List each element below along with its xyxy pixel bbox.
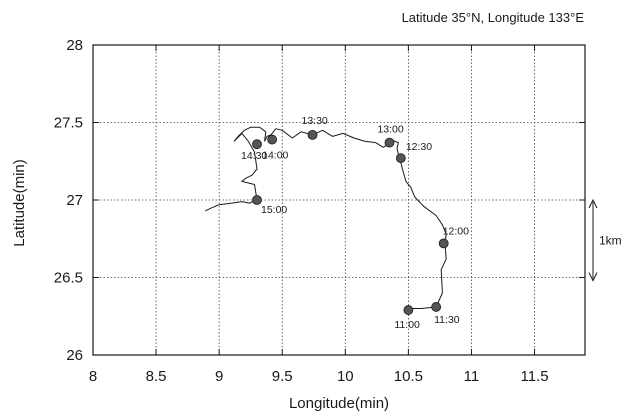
time-label: 13:00 <box>377 124 403 136</box>
time-marker <box>252 195 262 205</box>
time-label: 14:00 <box>262 150 288 162</box>
plot-frame <box>92 44 586 356</box>
time-marker <box>252 139 262 150</box>
x-tick-label: 8 <box>89 368 97 385</box>
y-axis-label: Latitude(min) <box>11 159 28 247</box>
time-label: 12:00 <box>443 225 469 237</box>
time-marker <box>395 153 406 164</box>
track-line <box>205 126 447 312</box>
x-tick-label: 9.5 <box>272 368 293 385</box>
y-tick-label: 26.5 <box>54 270 83 287</box>
y-tick-label: 28 <box>66 37 83 54</box>
x-axis-label: Longitude(min) <box>289 395 389 412</box>
time-marker <box>403 305 414 315</box>
scale-bar-arrow-down <box>588 272 598 282</box>
time-label: 12:30 <box>406 141 432 153</box>
time-label: 13:30 <box>302 115 328 127</box>
grid <box>92 44 585 356</box>
x-tick-label: 9 <box>215 368 223 385</box>
time-marker <box>384 137 395 148</box>
time-marker <box>307 129 318 140</box>
scale-bar: 1km <box>588 198 622 282</box>
x-tick-labels: 8 8.5 9 9.5 10 10.5 11 11.5 <box>89 368 549 385</box>
time-marker <box>431 302 442 312</box>
scale-bar-arrow-up <box>588 198 598 209</box>
time-label: 11:30 <box>434 314 460 326</box>
y-tick-label: 26 <box>66 347 83 364</box>
x-tick-label: 11.5 <box>520 368 548 385</box>
time-label: 11:00 <box>394 319 420 331</box>
x-tick-label: 11 <box>464 368 480 385</box>
time-marker <box>267 134 278 145</box>
x-tick-label: 8.5 <box>146 368 167 385</box>
y-tick-label: 27 <box>66 192 83 209</box>
time-label: 14:30 <box>241 150 267 162</box>
scale-bar-label: 1km <box>599 233 622 247</box>
x-tick-label: 10.5 <box>394 368 423 385</box>
y-tick-labels: 26 26.5 27 27.5 28 <box>54 37 83 364</box>
time-label: 15:00 <box>261 204 287 216</box>
y-tick-label: 27.5 <box>54 115 83 132</box>
time-marker <box>438 238 449 249</box>
track-layer <box>205 126 447 312</box>
chart-header: Latitude 35°N, Longitude 133°E <box>402 10 585 25</box>
x-tick-label: 10 <box>337 368 354 385</box>
